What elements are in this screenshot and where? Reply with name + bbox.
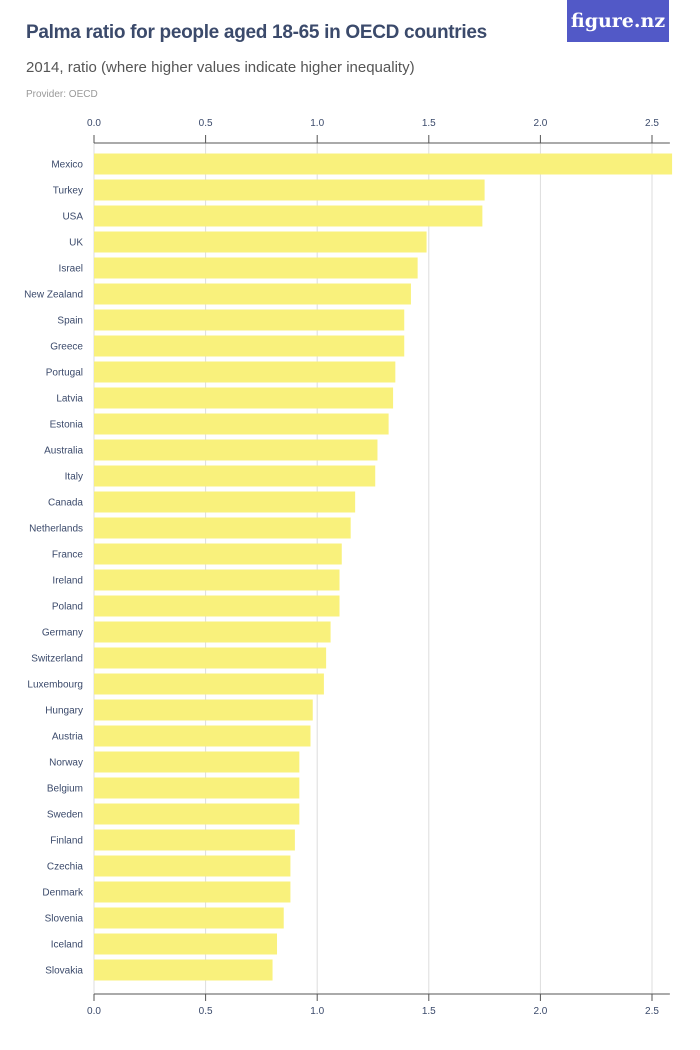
bar-new-zealand (94, 283, 411, 305)
category-label: Austria (52, 732, 84, 743)
top-tick-label: 1.0 (310, 118, 324, 129)
bar-france (94, 543, 342, 565)
category-label: France (52, 550, 84, 561)
bar-latvia (94, 387, 394, 409)
category-label: Czechia (47, 862, 84, 873)
category-label: Latvia (56, 394, 83, 405)
bar-switzerland (94, 647, 327, 669)
figure-nz-logo[interactable]: figure.nz (567, 0, 669, 42)
bar-italy (94, 465, 376, 487)
category-label: Israel (59, 264, 83, 275)
category-label: Sweden (47, 810, 83, 821)
category-label: Spain (57, 316, 83, 327)
top-tick-label: 0.0 (87, 118, 101, 129)
bar-finland (94, 829, 295, 851)
bottom-tick-label: 2.0 (533, 1006, 547, 1017)
bar-denmark (94, 881, 291, 903)
category-label: Netherlands (29, 524, 83, 535)
bar-belgium (94, 777, 300, 799)
bar-turkey (94, 179, 485, 201)
category-label: Australia (44, 446, 83, 457)
bar-czechia (94, 855, 291, 877)
category-label: Iceland (51, 940, 83, 951)
bar-germany (94, 621, 331, 643)
provider-label: Provider: OECD (26, 89, 98, 100)
bar-poland (94, 595, 340, 617)
bottom-tick-label: 1.0 (310, 1006, 324, 1017)
category-label: Canada (48, 498, 83, 509)
top-tick-label: 0.5 (199, 118, 213, 129)
bar-austria (94, 725, 311, 747)
category-label: Portugal (46, 368, 83, 379)
bar-slovakia (94, 959, 273, 981)
bottom-tick-label: 1.5 (422, 1006, 436, 1017)
category-label: Slovakia (45, 966, 83, 977)
bar-canada (94, 491, 356, 513)
category-label: Denmark (42, 888, 84, 899)
top-tick-label: 2.5 (645, 118, 659, 129)
bar-luxembourg (94, 673, 324, 695)
bar-israel (94, 257, 418, 279)
bar-ireland (94, 569, 340, 591)
category-label: Poland (52, 602, 83, 613)
bar-netherlands (94, 517, 351, 539)
category-label: Switzerland (31, 654, 83, 665)
category-label: Mexico (51, 160, 83, 171)
bar-sweden (94, 803, 300, 825)
top-tick-label: 1.5 (422, 118, 436, 129)
bar-hungary (94, 699, 313, 721)
bar-slovenia (94, 907, 284, 929)
chart-subtitle: 2014, ratio (where higher values indicat… (26, 59, 415, 76)
bar-estonia (94, 413, 389, 435)
category-label: Belgium (47, 784, 83, 795)
bar-spain (94, 309, 405, 331)
category-label: Greece (50, 342, 83, 353)
category-label: Ireland (52, 576, 83, 587)
category-label: Norway (49, 758, 83, 769)
category-label: Finland (50, 836, 83, 847)
category-label: Slovenia (45, 914, 84, 925)
bar-mexico (94, 153, 673, 175)
category-label: New Zealand (24, 290, 83, 301)
top-tick-label: 2.0 (533, 118, 547, 129)
chart-title: Palma ratio for people aged 18-65 in OEC… (26, 22, 487, 43)
bottom-tick-label: 0.5 (199, 1006, 213, 1017)
bar-greece (94, 335, 405, 357)
bar-usa (94, 205, 483, 227)
bar-iceland (94, 933, 278, 955)
bottom-tick-label: 0.0 (87, 1006, 101, 1017)
category-label: Hungary (45, 706, 83, 717)
category-label: Italy (65, 472, 83, 483)
category-label: Estonia (50, 420, 84, 431)
bar-australia (94, 439, 378, 461)
category-label: Luxembourg (27, 680, 83, 691)
bar-norway (94, 751, 300, 773)
category-label: Turkey (53, 186, 83, 197)
category-label: Germany (42, 628, 83, 639)
category-label: USA (62, 212, 83, 223)
category-label: UK (69, 238, 83, 249)
bar-uk (94, 231, 427, 253)
bottom-tick-label: 2.5 (645, 1006, 659, 1017)
bar-portugal (94, 361, 396, 383)
